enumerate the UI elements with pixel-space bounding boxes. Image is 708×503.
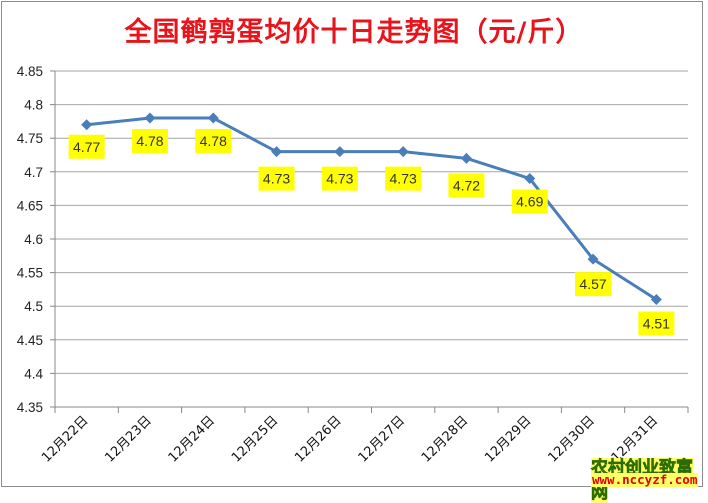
y-tick-label: 4.45 [17, 333, 43, 348]
data-label-box [258, 166, 295, 191]
data-label-box [321, 166, 358, 191]
line-chart: 4.854.84.754.74.654.64.554.54.454.44.351… [17, 64, 689, 466]
data-label-box [385, 166, 422, 191]
data-label-box [638, 311, 675, 336]
x-tick-label: 12月26日 [292, 413, 344, 465]
diamond-marker-icon [271, 146, 283, 158]
data-label: 4.57 [579, 276, 606, 292]
x-tick-label: 12月22日 [39, 413, 91, 465]
diamond-marker-icon [650, 293, 662, 305]
data-label: 4.73 [390, 171, 417, 187]
y-tick-label: 4.55 [17, 266, 43, 281]
y-tick-label: 4.6 [24, 232, 43, 247]
diamond-marker-icon [397, 146, 409, 158]
data-label: 4.78 [136, 133, 163, 149]
data-label-box [448, 173, 485, 198]
data-label-box [195, 129, 232, 154]
y-tick-label: 4.8 [24, 98, 43, 113]
series-line [86, 116, 658, 301]
y-tick-label: 4.65 [17, 198, 43, 213]
data-label-box [131, 129, 168, 154]
x-tick-label: 12月23日 [102, 413, 154, 465]
diamond-marker-icon [587, 253, 599, 265]
data-label-box [575, 272, 612, 297]
y-tick-label: 4.4 [24, 366, 43, 381]
data-label: 4.73 [326, 171, 353, 187]
data-label: 4.72 [453, 177, 480, 193]
data-label: 4.51 [643, 315, 670, 331]
y-tick-label: 4.85 [17, 64, 43, 79]
x-tick-label: 12月24日 [166, 413, 218, 465]
chart-frame [1, 1, 703, 487]
data-label: 4.73 [263, 171, 290, 187]
y-tick-label: 4.7 [24, 165, 43, 180]
y-tick-label: 4.5 [24, 299, 43, 314]
chart-title: 全国鹌鹑蛋均价十日走势图（元/斤） [124, 17, 584, 48]
diamond-marker-icon [460, 152, 472, 164]
data-label: 4.78 [200, 133, 227, 149]
x-tick-label: 12月28日 [419, 413, 471, 465]
data-label: 4.69 [516, 194, 543, 210]
diamond-marker-icon [334, 146, 346, 158]
diamond-marker-icon [81, 119, 93, 131]
x-tick-label: 12月27日 [356, 413, 408, 465]
y-tick-label: 4.75 [17, 131, 43, 146]
diamond-marker-icon [144, 112, 156, 124]
watermark-url: www.nccyzf.com [591, 472, 699, 487]
data-label-box [511, 189, 548, 214]
diamond-marker-icon [524, 173, 536, 185]
y-tick-label: 4.35 [17, 400, 43, 415]
x-tick-label: 12月29日 [482, 413, 534, 465]
x-tick-label: 12月25日 [229, 413, 281, 465]
diamond-marker-icon [207, 112, 219, 124]
data-label-box [68, 134, 105, 159]
data-label: 4.77 [73, 139, 100, 155]
